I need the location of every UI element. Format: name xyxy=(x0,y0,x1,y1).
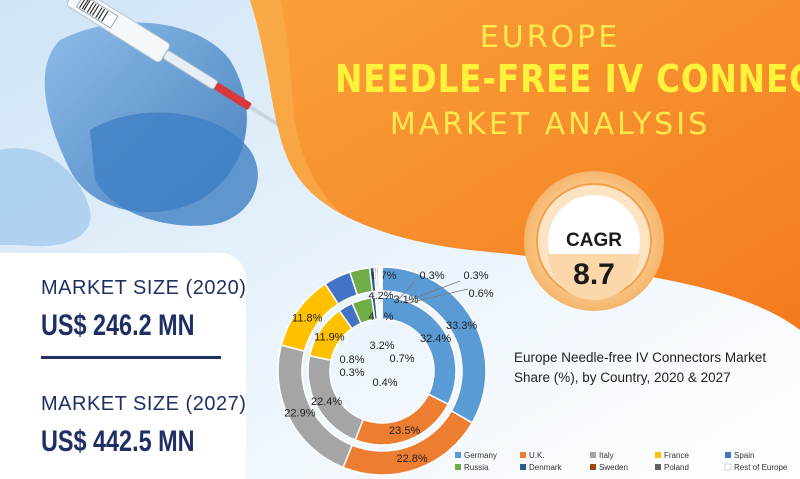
data-label: 23.5% xyxy=(389,425,420,437)
data-label: 0.4% xyxy=(372,377,397,389)
legend-label: U.K. xyxy=(529,451,545,460)
legend-label: Poland xyxy=(664,463,689,472)
market-size-card xyxy=(0,253,246,479)
legend-label: Sweden xyxy=(599,463,628,472)
market-size-2027-value: US$ 442.5 MN xyxy=(41,425,195,458)
legend-swatch xyxy=(655,464,661,470)
data-label: 32.4% xyxy=(420,333,451,345)
legend-swatch xyxy=(455,452,461,458)
legend-label: Rest of Europe xyxy=(734,463,788,472)
data-label: 0.6% xyxy=(468,288,493,300)
donut-slice-outer-rest-of-europe xyxy=(377,266,383,292)
legend-label: France xyxy=(664,451,689,460)
data-label: 0.3% xyxy=(419,270,444,282)
leader-line xyxy=(397,280,416,301)
data-label: 22.9% xyxy=(284,408,315,420)
data-label: 3.1% xyxy=(393,294,418,306)
title-line-product: NEEDLE-FREE IV CONNECTORS xyxy=(335,57,800,101)
legend-swatch xyxy=(520,452,526,458)
legend-swatch xyxy=(590,464,596,470)
data-label: 4.2% xyxy=(368,290,393,302)
donut-slice-inner-rest-of-europe xyxy=(377,296,383,320)
title-line-analysis: MARKET ANALYSIS xyxy=(389,107,711,142)
data-label: 0.3% xyxy=(339,367,364,379)
legend-label: Spain xyxy=(734,451,754,460)
divider xyxy=(41,356,221,359)
data-label: 22.8% xyxy=(396,453,427,465)
legend-swatch xyxy=(590,452,596,458)
chart-caption: Europe Needle-free IV Connectors Market … xyxy=(514,350,767,385)
title-line-region: EUROPE xyxy=(479,20,621,55)
data-label: 33.3% xyxy=(446,320,477,332)
cagr-value: 8.7 xyxy=(573,258,615,291)
cagr-badge: CAGR 8.7 xyxy=(531,178,657,304)
legend-swatch xyxy=(455,464,461,470)
market-size-2020-label: MARKET SIZE (2020) xyxy=(41,277,247,299)
data-label: 0.8% xyxy=(339,354,364,366)
leader-line xyxy=(403,280,461,303)
data-label: 22.4% xyxy=(311,396,342,408)
cagr-label: CAGR xyxy=(566,230,622,251)
legend-swatch xyxy=(655,452,661,458)
title-block: EUROPE NEEDLE-FREE IV CONNECTORS MARKET … xyxy=(300,20,800,142)
legend-swatch xyxy=(520,464,526,470)
market-size-2027-label: MARKET SIZE (2027) xyxy=(41,393,247,415)
legend-label: Germany xyxy=(464,451,497,460)
data-label: 11.8% xyxy=(292,312,323,324)
data-label: 11.9% xyxy=(314,331,345,343)
data-label: 0.7% xyxy=(389,353,414,365)
leader-line xyxy=(403,288,469,305)
data-label: 3.2% xyxy=(369,340,394,352)
legend-label: Russia xyxy=(464,463,489,472)
legend-label: Italy xyxy=(599,451,614,460)
legend-swatch xyxy=(725,452,731,458)
legend-label: Denmark xyxy=(529,463,562,472)
market-size-2020-value: US$ 246.2 MN xyxy=(41,309,195,342)
legend-swatch xyxy=(724,463,732,471)
data-label: 0.3% xyxy=(463,270,488,282)
